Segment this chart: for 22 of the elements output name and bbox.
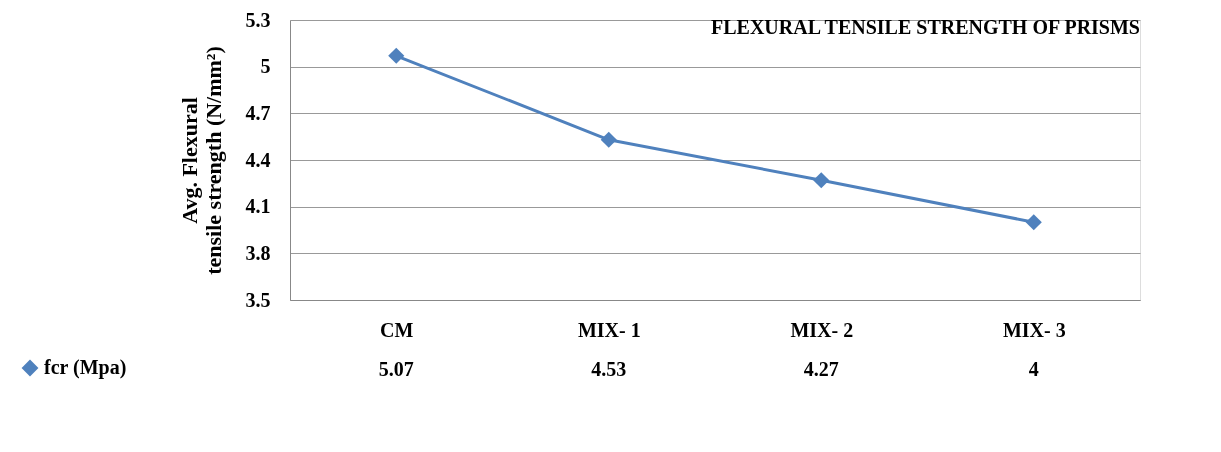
x-tick-label: MIX- 3	[1002, 318, 1066, 341]
point	[1025, 214, 1042, 231]
chart-title: FLEXURAL TENSILE STRENGTH OF PRISMS	[711, 16, 1140, 38]
point	[388, 47, 405, 64]
y-tick-label: 4.1	[245, 195, 271, 218]
y-tick-label: 4.4	[245, 148, 271, 171]
y-tick-label: 3.5	[245, 288, 271, 311]
y-tick-label: 5	[260, 55, 271, 78]
point	[813, 172, 830, 189]
y-tick-label: 4.7	[245, 101, 271, 124]
x-tick-label: MIX- 1	[577, 318, 641, 341]
x-tick-label: CM	[380, 318, 414, 341]
y-tick-label: 3.8	[245, 241, 271, 264]
data-label: 4	[1028, 358, 1039, 380]
point	[600, 131, 617, 148]
data-label: 5.07	[378, 358, 414, 380]
y-axis-title: Avg. Flexural tensile strength (N/mm²)	[176, 46, 226, 275]
y-tick-label: 5.3	[245, 8, 271, 31]
x-tick-label: MIX- 2	[790, 318, 854, 341]
data-label: 4.27	[803, 358, 839, 380]
data-label: 4.53	[591, 358, 627, 380]
legend-label: fcr (Mpa)	[44, 356, 127, 379]
